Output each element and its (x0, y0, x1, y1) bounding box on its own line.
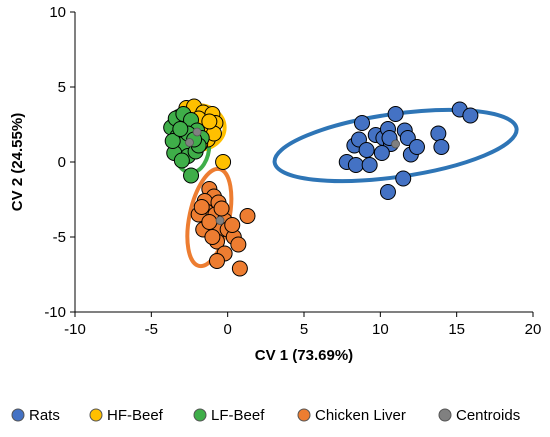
points-layer (163, 98, 479, 277)
data-point-chicken-liver (193, 199, 210, 215)
data-point-chicken-liver (231, 260, 248, 277)
y-tick-label: 5 (58, 79, 66, 96)
data-point-chicken-liver (201, 214, 218, 230)
data-point-rats (395, 170, 412, 187)
legend-label-hf-beef: HF-Beef (107, 407, 164, 424)
data-point-rats (354, 115, 371, 131)
x-tick-label: 20 (525, 321, 542, 338)
data-point-rats (361, 157, 378, 173)
data-point-rats (347, 157, 364, 173)
x-tick-label: -5 (145, 321, 158, 338)
legend-item-chicken-liver: Chicken Liver (297, 407, 406, 424)
x-tick-label: 5 (300, 321, 308, 338)
x-tick-label: 15 (448, 321, 465, 338)
data-point-rats (358, 142, 375, 158)
data-point-rats (462, 107, 479, 124)
data-point-chicken-liver (230, 236, 247, 253)
data-point-lf-beef (183, 167, 200, 184)
legend-item-rats: Rats (11, 407, 60, 424)
legend-item-lf-beef: LF-Beef (193, 407, 265, 424)
data-point-hf-beef (215, 154, 232, 170)
data-point-chicken-liver (208, 253, 225, 269)
centroid-point (185, 138, 194, 147)
legend-label-chicken-liver: Chicken Liver (315, 407, 406, 424)
centroid-point (215, 216, 225, 225)
x-axis-title: CV 1 (73.69%) (255, 347, 353, 364)
data-point-rats (433, 139, 450, 155)
legend-marker-hf-beef (89, 408, 103, 422)
legend-label-lf-beef: LF-Beef (211, 407, 265, 424)
data-point-hf-beef (201, 113, 218, 130)
data-point-lf-beef (172, 121, 189, 137)
legend-marker-centroids (438, 408, 452, 422)
axes-layer: -10 -5 0 5 10 15 20 -10 -5 0 5 10 (44, 4, 541, 338)
legend-item-hf-beef: HF-Beef (89, 407, 164, 424)
x-tick-label: 0 (223, 321, 231, 338)
data-point-rats (387, 106, 404, 122)
data-point-rats (430, 125, 447, 142)
data-point-lf-beef (164, 133, 181, 149)
data-point-chicken-liver (213, 200, 230, 217)
y-tick-label: 10 (49, 4, 66, 21)
legend-item-centroids: Centroids (438, 407, 520, 424)
y-tick-label: -10 (44, 304, 66, 321)
x-tick-label: -10 (64, 321, 86, 338)
data-point-chicken-liver (204, 229, 221, 245)
data-point-rats (379, 184, 396, 200)
data-point-lf-beef (173, 152, 190, 169)
legend-marker-lf-beef (193, 408, 207, 422)
data-point-chicken-liver (224, 217, 241, 233)
centroid-point (391, 139, 401, 149)
data-point-rats (408, 139, 425, 155)
y-tick-label: 0 (58, 154, 66, 171)
x-tick-label: 10 (372, 321, 389, 338)
legend-label-rats: Rats (29, 407, 60, 424)
legend-label-centroids: Centroids (456, 407, 520, 424)
centroid-point (192, 127, 202, 137)
legend: Rats HF-Beef LF-Beef Chicken Liver Centroids (11, 407, 520, 424)
legend-marker-chicken-liver (297, 408, 311, 422)
y-axis-title: CV 2 (24.55%) (9, 113, 26, 211)
data-point-rats (373, 145, 390, 161)
data-point-chicken-liver (239, 208, 256, 224)
y-tick-label: -5 (53, 229, 66, 246)
legend-marker-rats (11, 408, 25, 422)
